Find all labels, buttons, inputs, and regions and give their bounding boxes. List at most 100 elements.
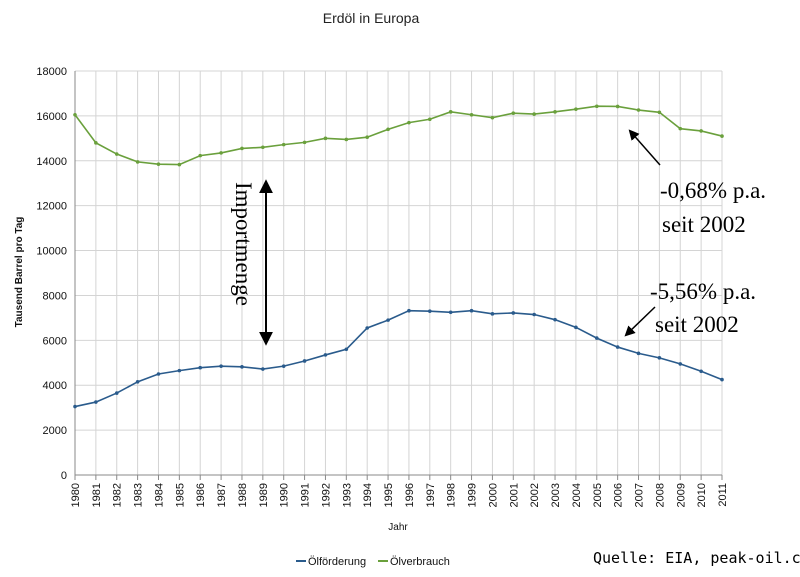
x-tick-label: 2005 (592, 483, 604, 507)
data-point (490, 312, 495, 316)
y-tick-label: 18000 (36, 66, 67, 78)
x-tick-label: 1982 (112, 483, 124, 507)
data-point (240, 365, 244, 369)
x-tick-label: 2001 (508, 483, 520, 507)
data-point (574, 325, 578, 330)
data-point (302, 140, 307, 145)
y-tick-label: 4000 (43, 380, 67, 392)
x-tick-labels: 1980 1981 1982 1983 1984 1985 1986 1987 1988 1989… (70, 483, 729, 507)
data-point (657, 356, 662, 360)
y-axis-label: Tausend Barrel pro Tag (14, 217, 25, 328)
data-point (365, 326, 369, 330)
x-tick-label: 2007 (634, 483, 646, 507)
y-tick-label: 10000 (36, 246, 67, 258)
legend-label-foerderung: Ölförderung (308, 556, 366, 568)
data-point (261, 145, 265, 150)
data-point (678, 362, 683, 366)
data-point (594, 336, 599, 340)
y-tick-label: 2000 (43, 425, 67, 437)
data-point (511, 111, 516, 115)
consumption-since-label: seit 2002 (662, 212, 746, 237)
data-point (448, 310, 453, 315)
data-point (156, 162, 161, 166)
x-tick-label: 1991 (300, 483, 312, 507)
data-point (281, 364, 286, 368)
data-point (636, 351, 641, 356)
data-point (511, 311, 516, 315)
data-point (448, 110, 453, 114)
data-point (490, 115, 495, 120)
data-point (428, 117, 432, 122)
x-tick-label: 2002 (529, 483, 541, 507)
data-point (699, 369, 703, 374)
data-point (553, 317, 557, 322)
data-point (344, 347, 349, 352)
x-tick-label: 2006 (613, 483, 625, 507)
data-point (407, 308, 411, 313)
x-tick-label: 1998 (446, 483, 458, 507)
x-tick-label: 1995 (383, 483, 395, 507)
x-tick-label: 1999 (467, 483, 479, 507)
data-point (198, 365, 203, 370)
x-axis-label: Jahr (388, 522, 408, 533)
legend-label-verbrauch: Ölverbrauch (390, 556, 450, 568)
data-point (386, 318, 390, 322)
x-tick-label: 1989 (258, 483, 270, 507)
data-point (553, 110, 557, 114)
y-tick-label: 16000 (36, 111, 67, 123)
data-point (219, 364, 223, 368)
data-point (428, 309, 432, 313)
data-point (407, 120, 411, 125)
x-tick-label: 2009 (675, 483, 687, 507)
data-point (469, 112, 474, 117)
data-point (615, 104, 620, 109)
chart-title: Erdöl in Europa (323, 10, 420, 26)
data-point (720, 134, 724, 138)
data-point (386, 127, 390, 132)
data-point (323, 136, 328, 141)
data-point (469, 308, 474, 313)
x-tick-label: 1996 (404, 483, 416, 507)
data-point (594, 104, 599, 109)
series-line-1 (74, 105, 723, 166)
source-note: Quelle: EIA, peak-oil.com (593, 549, 800, 567)
data-point (699, 129, 703, 133)
x-tick-label: 2003 (550, 483, 562, 507)
data-point (720, 377, 724, 382)
x-tick-label: 1994 (362, 483, 374, 507)
data-point (636, 108, 641, 112)
data-point (135, 160, 140, 164)
data-point (302, 359, 307, 363)
consumption-rate-label: -0,68% p.a. (660, 178, 766, 203)
x-tick-label: 2010 (696, 483, 708, 507)
y-tick-label: 0 (61, 470, 67, 482)
x-tick-label: 1981 (91, 483, 103, 507)
data-point (114, 391, 119, 395)
data-point (344, 137, 349, 142)
x-tick-label: 1983 (133, 483, 145, 507)
production-arrow (624, 306, 656, 337)
x-tick-label: 1984 (153, 483, 165, 507)
series-line-0 (74, 309, 723, 408)
grid (74, 70, 723, 480)
data-point (114, 152, 119, 156)
x-tick-label: 2004 (571, 483, 583, 507)
x-tick-label: 1988 (237, 483, 249, 507)
y-tick-label: 14000 (36, 156, 67, 168)
y-tick-labels: 0 2000 4000 6000 8000 10000 12000 14000 16000 180… (36, 66, 67, 482)
data-point (198, 153, 203, 158)
data-point (323, 353, 328, 357)
series-group (73, 104, 724, 409)
data-point (156, 372, 161, 376)
data-point (240, 146, 244, 151)
x-tick-label: 1992 (320, 483, 332, 507)
x-tick-label: 2008 (654, 483, 666, 507)
data-point (94, 141, 98, 145)
data-point (261, 367, 265, 371)
x-tick-label: 1990 (279, 483, 291, 507)
data-point (94, 400, 98, 404)
x-tick-label: 1980 (70, 483, 82, 507)
y-tick-label: 8000 (43, 290, 67, 302)
x-tick-label: 1987 (216, 483, 228, 507)
